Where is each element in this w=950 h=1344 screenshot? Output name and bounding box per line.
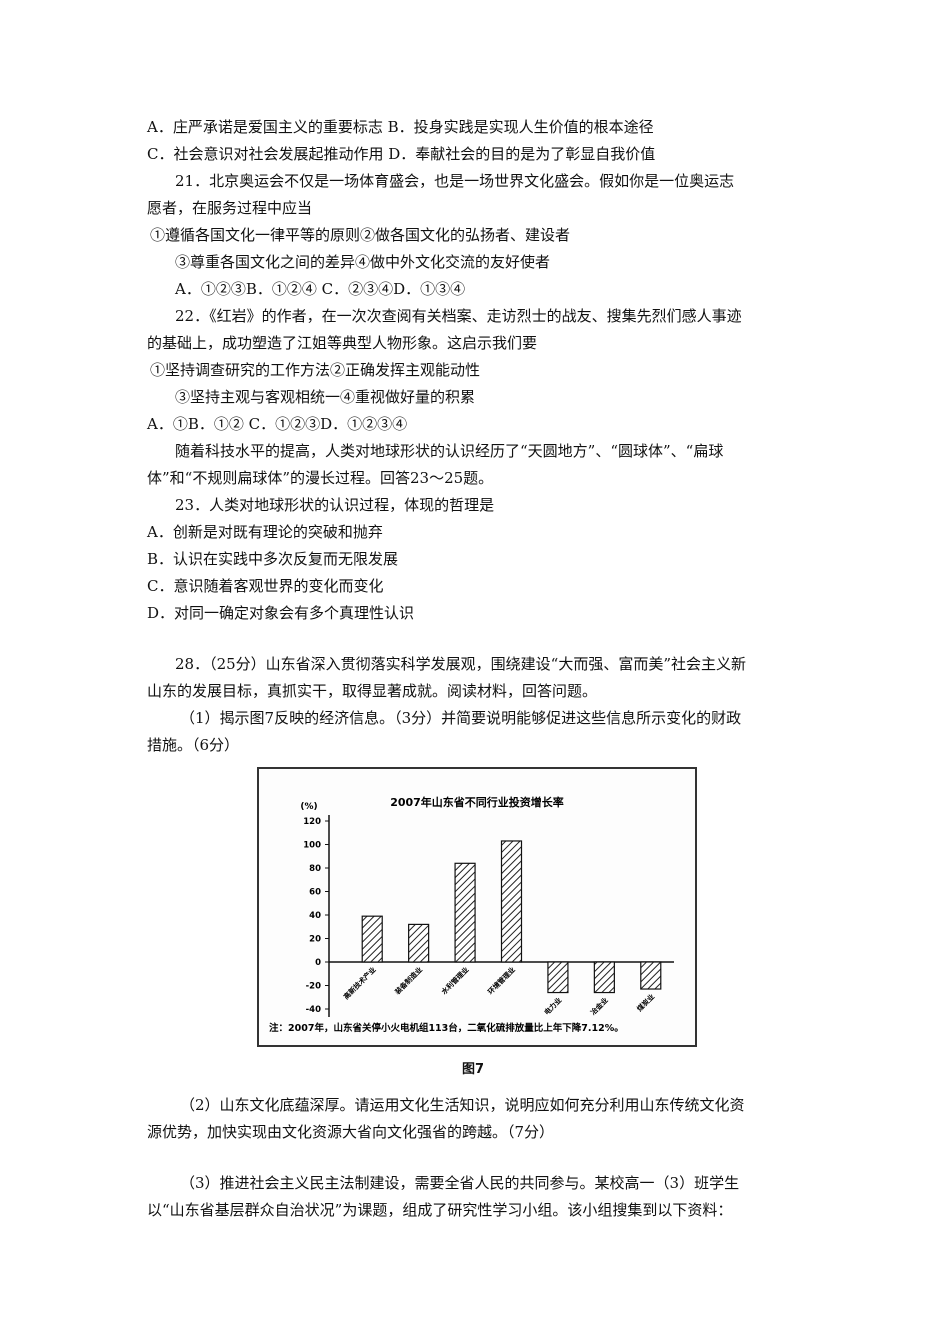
text-line: C．意识随着客观世界的变化而变化	[147, 577, 384, 595]
x-tick-label: 水利管理业	[439, 965, 470, 996]
text-line: 以“山东省基层群众自治状况”为课题，组成了研究性学习小组。该小组搜集到以下资料：	[147, 1201, 733, 1219]
text-line: 28．（25分）山东省深入贯彻落实科学发展观，围绕建设“大而强、富而美”社会主义…	[175, 655, 747, 673]
chart-title: 2007年山东省不同行业投资增长率	[390, 795, 564, 809]
y-tick-label: 0	[315, 958, 321, 968]
y-tick-label: -40	[306, 1005, 321, 1015]
figure-caption: 图7	[462, 1062, 485, 1077]
text-line: B．认识在实践中多次反复而无限发展	[147, 550, 399, 568]
x-tick-label: 高新技术产业	[342, 965, 378, 1001]
y-tick-label: 40	[309, 911, 321, 921]
x-tick-label: 煤炭业	[635, 992, 656, 1013]
x-tick-label: 装备制造业	[392, 965, 424, 997]
bar-chart: 2007年山东省不同行业投资增长率 (%) 120 100 80 60 40 20 0 -20…	[257, 767, 697, 1047]
text-line: 源优势，加快实现由文化资源大省向文化强省的跨越。（7分）	[147, 1123, 555, 1141]
bar	[408, 923, 430, 963]
y-tick-label: 120	[303, 817, 321, 827]
text-line: ①坚持调查研究的工作方法②正确发挥主观能动性	[150, 361, 481, 379]
text-line: 体”和“不规则扁球体”的漫长过程。回答23～25题。	[147, 469, 494, 487]
text-line: ③坚持主观与客观相统一④重视做好量的积累	[175, 388, 476, 406]
bar	[547, 961, 569, 994]
bar	[593, 961, 615, 994]
y-axis-label: (%)	[300, 802, 317, 812]
bar	[454, 862, 476, 963]
text-line: 随着科技水平的提高，人类对地球形状的认识经历了“天圆地方”、“圆球体”、“扁球	[175, 442, 724, 460]
y-tick-label: -20	[306, 982, 321, 992]
text-line: A．庄严承诺是爱国主义的重要标志 B．投身实践是实现人生价值的根本途径	[147, 118, 654, 136]
text-line: 措施。（6分）	[147, 736, 240, 754]
text-line: 21．北京奥运会不仅是一场体育盛会，也是一场世界文化盛会。假如你是一位奥运志	[175, 172, 735, 190]
text-line: A．①B．①② C．①②③D．①②③④	[147, 415, 408, 433]
x-tick-label: 冶金业	[589, 996, 610, 1017]
text-line: A．创新是对既有理论的突破和抛弃	[147, 523, 383, 541]
text-line: D．对同一确定对象会有多个真理性认识	[147, 604, 415, 622]
x-tick-label: 环境管理业	[486, 965, 517, 996]
text-line: A．①②③B．①②④ C．②③④D．①③④	[175, 280, 466, 298]
y-tick-label: 80	[309, 864, 321, 874]
bar	[361, 915, 383, 963]
text-line: 愿者，在服务过程中应当	[147, 199, 313, 217]
text-line: 的基础上，成功塑造了江姐等典型人物形象。这启示我们要	[147, 334, 538, 352]
text-line: 山东的发展目标，真抓实干，取得显著成就。阅读材料，回答问题。	[147, 682, 598, 700]
bar	[640, 961, 662, 990]
bar	[500, 840, 523, 963]
y-tick-label: 100	[303, 841, 321, 851]
text-line: ③尊重各国文化之间的差异④做中外文化交流的友好使者	[175, 253, 551, 271]
text-line: （1）揭示图7反映的经济信息。（3分）并简要说明能够促进这些信息所示变化的财政	[180, 709, 742, 727]
text-line: （3）推进社会主义民主法制建设，需要全省人民的共同参与。某校高一（3）班学生	[180, 1174, 740, 1192]
chart-svg: 2007年山东省不同行业投资增长率 (%) 120 100 80 60 40 20 0 -20…	[269, 795, 674, 1034]
chart-note: 注：2007年，山东省关停小火电机组113台，二氧化硫排放量比上年下降7.12%…	[269, 1022, 624, 1034]
x-tick-label: 电力业	[542, 996, 563, 1017]
text-line: （2）山东文化底蕴深厚。请运用文化生活知识，说明应如何充分利用山东传统文化资	[180, 1096, 745, 1114]
text-line: 22．《红岩》的作者，在一次次查阅有关档案、走访烈士的战友、搜集先烈们感人事迹	[175, 307, 742, 325]
y-tick-label: 20	[309, 935, 321, 945]
text-line: C．社会意识对社会发展起推动作用 D．奉献社会的目的是为了彰显自我价值	[147, 145, 656, 163]
text-line: ①遵循各国文化一律平等的原则②做各国文化的弘扬者、建设者	[150, 226, 571, 244]
y-tick-label: 60	[309, 888, 321, 898]
text-line: 23．人类对地球形状的认识过程，体现的哲理是	[175, 496, 495, 514]
